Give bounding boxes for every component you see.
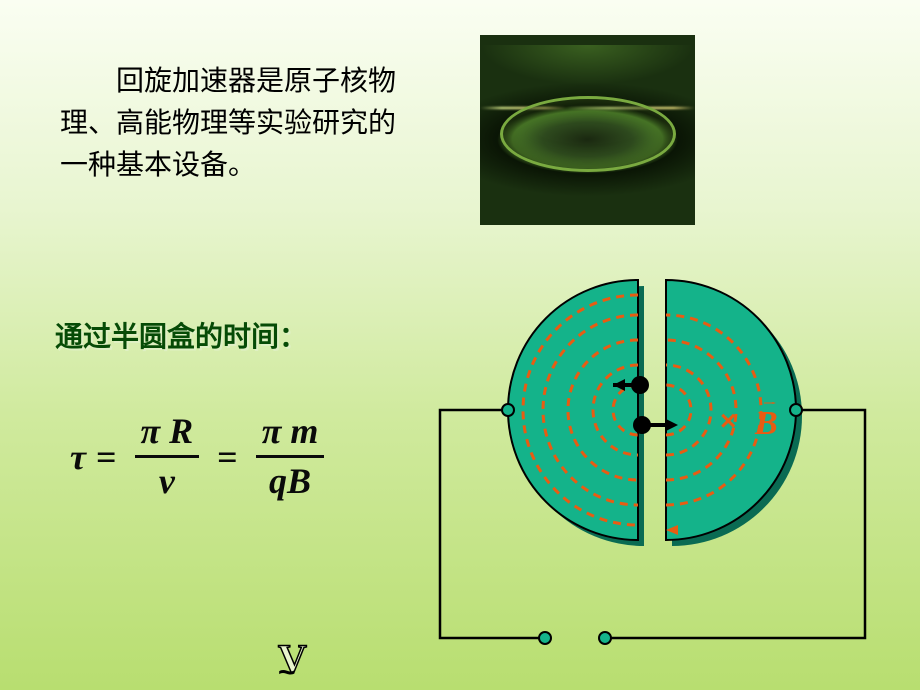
frac2-num: π m (256, 410, 325, 453)
b-field-x-icon: × (720, 405, 736, 437)
formula-eq1: = (96, 436, 117, 478)
circuit-wires (440, 410, 865, 638)
frac2-den: qB (263, 460, 317, 503)
section-label: 通过半圆盒的时间： (55, 315, 307, 355)
intro-paragraph: 回旋加速器是原子核物理、高能物理等实验研究的一种基本设备。 (60, 60, 400, 186)
formula: τ = π R v = π m qB (70, 410, 332, 503)
formula-lhs: τ (70, 436, 86, 478)
b-field-label: B (755, 405, 778, 443)
b-vector-arrow-icon (758, 402, 782, 404)
formula-eq2: = (217, 436, 238, 478)
formula-frac1: π R v (135, 410, 200, 503)
frac1-num: π R (135, 410, 200, 453)
frac1-bar (135, 455, 200, 458)
ac-tilde-icon: ~ (278, 656, 296, 690)
diagram-svg (420, 260, 890, 680)
accelerator-photo (480, 35, 695, 225)
frac2-bar (256, 455, 325, 458)
photo-lights (480, 107, 695, 109)
cyclotron-diagram (420, 260, 890, 680)
frac1-den: v (153, 460, 181, 503)
formula-frac2: π m qB (256, 410, 325, 503)
